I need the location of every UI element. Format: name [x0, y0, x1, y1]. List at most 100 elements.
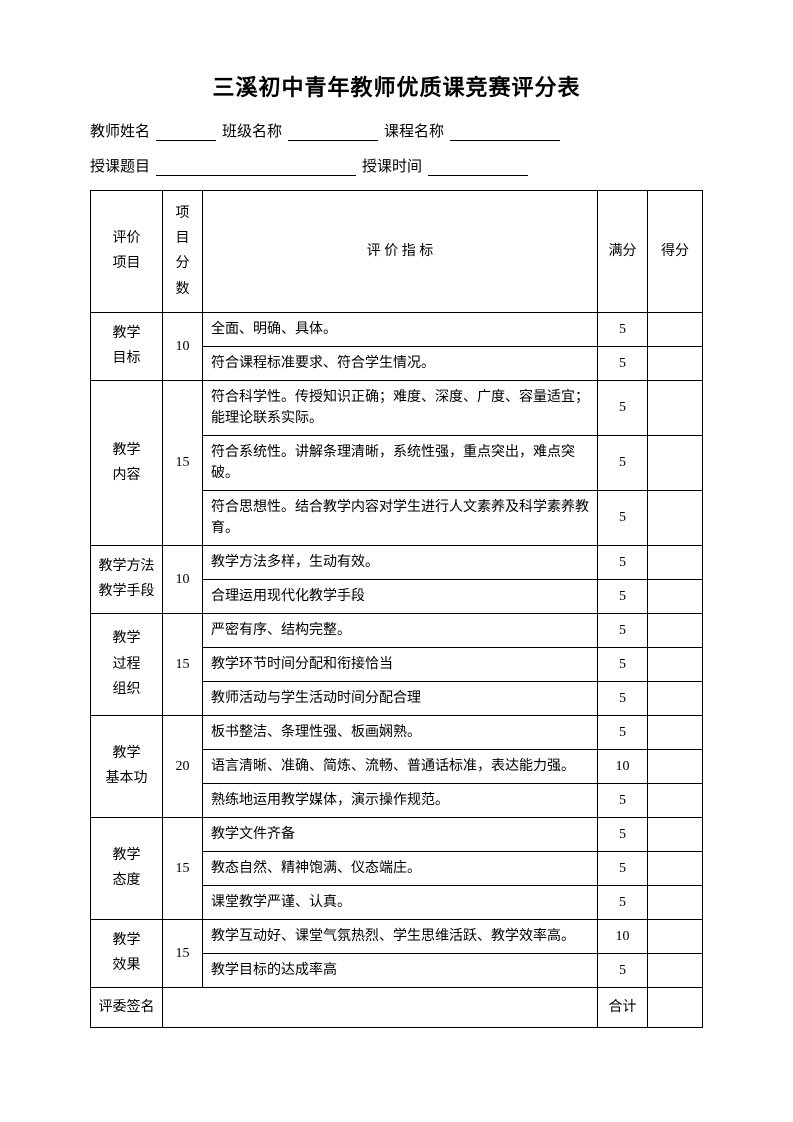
table-row: 教学目标10全面、明确、具体。5 [91, 312, 703, 346]
full-score-cell: 5 [598, 579, 648, 613]
indicator-cell: 语言清晰、准确、简炼、流畅、普通话标准，表达能力强。 [203, 749, 598, 783]
category-cell: 教学效果 [91, 919, 163, 987]
full-score-cell: 5 [598, 783, 648, 817]
full-score-cell: 5 [598, 490, 648, 545]
indicator-cell: 全面、明确、具体。 [203, 312, 598, 346]
indicator-cell: 符合思想性。结合教学内容对学生进行人文素养及科学素养教育。 [203, 490, 598, 545]
item-score-cell: 15 [163, 613, 203, 715]
full-score-cell: 5 [598, 435, 648, 490]
form-line-2: 授课题目 授课时间 [90, 155, 703, 176]
category-cell: 教学基本功 [91, 715, 163, 817]
indicator-cell: 符合课程标准要求、符合学生情况。 [203, 346, 598, 380]
got-score-cell[interactable] [648, 919, 703, 953]
indicator-cell: 合理运用现代化教学手段 [203, 579, 598, 613]
table-header-row: 评价项目 项目分数 评 价 指 标 满分 得分 [91, 191, 703, 313]
header-full: 满分 [598, 191, 648, 313]
signature-label: 评委签名 [91, 987, 163, 1027]
category-cell: 教学态度 [91, 817, 163, 919]
header-got: 得分 [648, 191, 703, 313]
scoring-table: 评价项目 项目分数 评 价 指 标 满分 得分 教学目标10全面、明确、具体。5… [90, 190, 703, 1028]
indicator-cell: 教学目标的达成率高 [203, 953, 598, 987]
full-score-cell: 5 [598, 380, 648, 435]
item-score-cell: 10 [163, 545, 203, 613]
got-score-cell[interactable] [648, 885, 703, 919]
item-score-cell: 15 [163, 380, 203, 545]
topic-field[interactable] [156, 156, 356, 176]
got-score-cell[interactable] [648, 613, 703, 647]
full-score-cell: 5 [598, 613, 648, 647]
got-score-cell[interactable] [648, 380, 703, 435]
category-cell: 教学过程组织 [91, 613, 163, 715]
table-row: 教学内容15符合科学性。传授知识正确；难度、深度、广度、容量适宜；能理论联系实际… [91, 380, 703, 435]
got-score-cell[interactable] [648, 749, 703, 783]
full-score-cell: 5 [598, 851, 648, 885]
item-score-cell: 15 [163, 919, 203, 987]
signature-row: 评委签名 合计 [91, 987, 703, 1027]
teacher-name-label: 教师姓名 [90, 120, 150, 141]
topic-label: 授课题目 [90, 155, 150, 176]
indicator-cell: 教学环节时间分配和衔接恰当 [203, 647, 598, 681]
class-name-field[interactable] [288, 121, 378, 141]
header-item-score: 项目分数 [163, 191, 203, 313]
teacher-name-field[interactable] [156, 121, 216, 141]
full-score-cell: 5 [598, 885, 648, 919]
full-score-cell: 5 [598, 312, 648, 346]
full-score-cell: 5 [598, 346, 648, 380]
table-row: 教学效果15教学互动好、课堂气氛热烈、学生思维活跃、教学效率高。10 [91, 919, 703, 953]
time-field[interactable] [428, 156, 528, 176]
full-score-cell: 10 [598, 749, 648, 783]
got-score-cell[interactable] [648, 312, 703, 346]
full-score-cell: 5 [598, 715, 648, 749]
got-score-cell[interactable] [648, 715, 703, 749]
table-row: 教学过程组织15严密有序、结构完整。5 [91, 613, 703, 647]
indicator-cell: 课堂教学严谨、认真。 [203, 885, 598, 919]
table-row: 教学基本功20板书整洁、条理性强、板画娴熟。5 [91, 715, 703, 749]
total-label: 合计 [598, 987, 648, 1027]
indicator-cell: 符合系统性。讲解条理清晰，系统性强，重点突出，难点突破。 [203, 435, 598, 490]
header-category: 评价项目 [91, 191, 163, 313]
got-score-cell[interactable] [648, 346, 703, 380]
course-name-field[interactable] [450, 121, 560, 141]
indicator-cell: 板书整洁、条理性强、板画娴熟。 [203, 715, 598, 749]
indicator-cell: 熟练地运用教学媒体，演示操作规范。 [203, 783, 598, 817]
full-score-cell: 5 [598, 647, 648, 681]
header-indicator: 评 价 指 标 [203, 191, 598, 313]
form-line-1: 教师姓名 班级名称 课程名称 [90, 120, 703, 141]
indicator-cell: 符合科学性。传授知识正确；难度、深度、广度、容量适宜；能理论联系实际。 [203, 380, 598, 435]
full-score-cell: 10 [598, 919, 648, 953]
got-score-cell[interactable] [648, 953, 703, 987]
item-score-cell: 20 [163, 715, 203, 817]
indicator-cell: 教学方法多样，生动有效。 [203, 545, 598, 579]
signature-field[interactable] [163, 987, 598, 1027]
category-cell: 教学目标 [91, 312, 163, 380]
category-cell: 教学方法教学手段 [91, 545, 163, 613]
table-row: 教学态度15教学文件齐备5 [91, 817, 703, 851]
category-cell: 教学内容 [91, 380, 163, 545]
got-score-cell[interactable] [648, 435, 703, 490]
got-score-cell[interactable] [648, 851, 703, 885]
indicator-cell: 严密有序、结构完整。 [203, 613, 598, 647]
got-score-cell[interactable] [648, 545, 703, 579]
indicator-cell: 教学文件齐备 [203, 817, 598, 851]
indicator-cell: 教师活动与学生活动时间分配合理 [203, 681, 598, 715]
got-score-cell[interactable] [648, 783, 703, 817]
course-name-label: 课程名称 [384, 120, 444, 141]
got-score-cell[interactable] [648, 647, 703, 681]
item-score-cell: 10 [163, 312, 203, 380]
got-score-cell[interactable] [648, 579, 703, 613]
total-score-cell[interactable] [648, 987, 703, 1027]
class-name-label: 班级名称 [222, 120, 282, 141]
indicator-cell: 教态自然、精神饱满、仪态端庄。 [203, 851, 598, 885]
table-row: 教学方法教学手段10教学方法多样，生动有效。5 [91, 545, 703, 579]
full-score-cell: 5 [598, 545, 648, 579]
time-label: 授课时间 [362, 155, 422, 176]
full-score-cell: 5 [598, 817, 648, 851]
full-score-cell: 5 [598, 681, 648, 715]
item-score-cell: 15 [163, 817, 203, 919]
full-score-cell: 5 [598, 953, 648, 987]
got-score-cell[interactable] [648, 817, 703, 851]
page-title: 三溪初中青年教师优质课竞赛评分表 [90, 70, 703, 102]
got-score-cell[interactable] [648, 490, 703, 545]
got-score-cell[interactable] [648, 681, 703, 715]
indicator-cell: 教学互动好、课堂气氛热烈、学生思维活跃、教学效率高。 [203, 919, 598, 953]
